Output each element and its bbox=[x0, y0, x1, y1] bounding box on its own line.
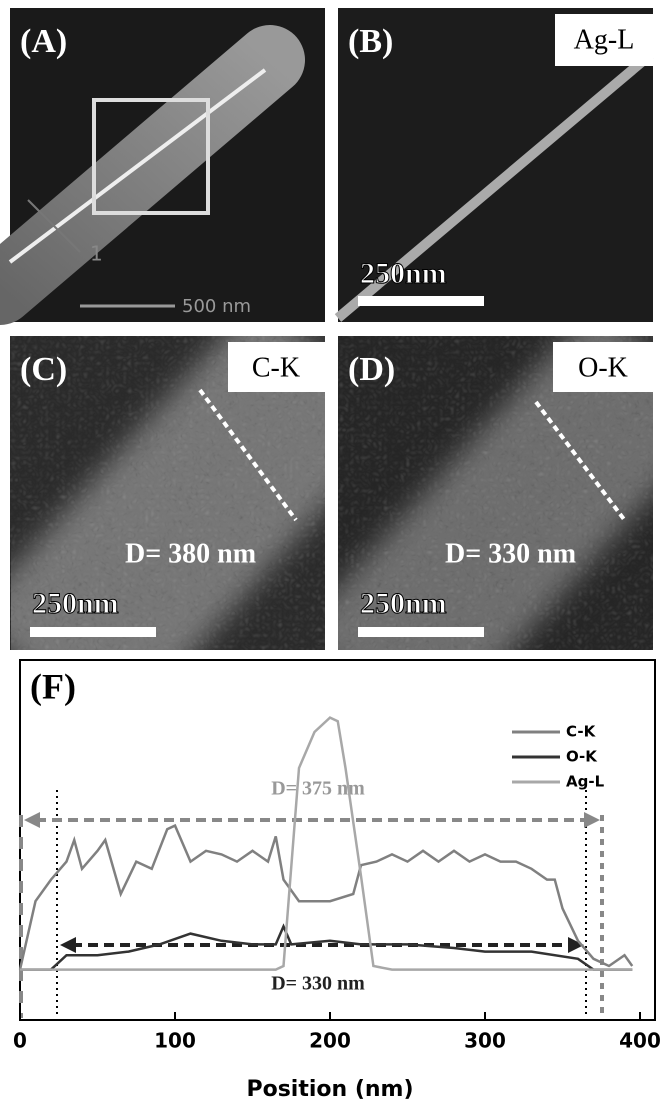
legend-label: Ag-L bbox=[566, 773, 605, 791]
diameter: D= 330 nm bbox=[445, 538, 576, 569]
figure: 1 500 nm (A) Ag-L (B) 250nm C-K (C) D= 3… bbox=[0, 0, 670, 1114]
x-tick-label: 300 bbox=[464, 1029, 506, 1053]
panel-d: O-K (D) D= 330 nm 250nm bbox=[338, 336, 660, 690]
panel-a: 1 500 nm (A) bbox=[0, 8, 325, 322]
x-tick-label: 400 bbox=[619, 1029, 661, 1053]
legend-label: C-K bbox=[566, 723, 597, 741]
x-tick-label: 100 bbox=[154, 1029, 196, 1053]
marker: 1 bbox=[90, 242, 103, 266]
panel-label: (A) bbox=[20, 23, 67, 60]
chart-title: (F) bbox=[30, 666, 76, 706]
panel-label: (D) bbox=[348, 351, 395, 388]
x-tick-label: 200 bbox=[309, 1029, 351, 1053]
scale-label: 250nm bbox=[32, 587, 119, 620]
scale-label: 250nm bbox=[360, 587, 447, 620]
legend-label: O-K bbox=[566, 748, 598, 766]
x-axis-label: Position (nm) bbox=[246, 1077, 413, 1102]
panel-f bbox=[20, 660, 655, 1020]
element-label: Ag-L bbox=[574, 24, 635, 55]
panel-b: Ag-L (B) 250nm bbox=[338, 8, 653, 322]
page: 1 500 nm (A) Ag-L (B) 250nm C-K (C) D= 3… bbox=[0, 0, 670, 1114]
series-line bbox=[20, 826, 632, 970]
element-label: O-K bbox=[578, 352, 628, 383]
scale-label: 250nm bbox=[360, 257, 447, 290]
panel-c: C-K (C) D= 380 nm 250nm bbox=[10, 336, 330, 680]
panel-label: (C) bbox=[20, 351, 67, 388]
series-line bbox=[20, 718, 632, 970]
scale-label: 500 nm bbox=[182, 296, 251, 317]
x-tick-label: 0 bbox=[13, 1029, 27, 1053]
annotation: D= 375 nm bbox=[271, 778, 365, 800]
series-line bbox=[20, 926, 632, 969]
annotation: D= 330 nm bbox=[271, 973, 365, 995]
panel-label: (B) bbox=[348, 23, 393, 60]
diameter: D= 380 nm bbox=[125, 538, 256, 569]
element-label: C-K bbox=[252, 352, 300, 383]
